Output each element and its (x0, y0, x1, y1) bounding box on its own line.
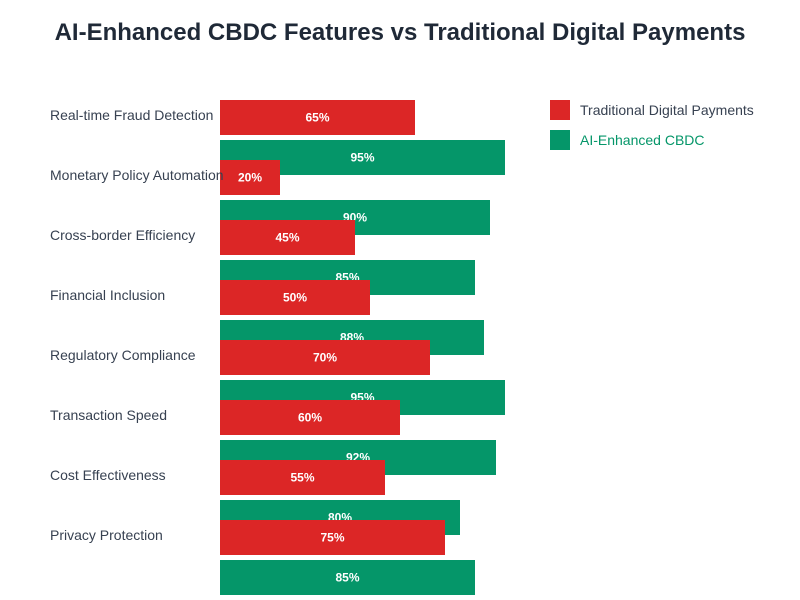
bar-label-traditional-5: 60% (298, 411, 322, 425)
category-label-4: Regulatory Compliance (50, 347, 196, 363)
bar-cbdc-7 (220, 560, 475, 595)
legend-label-0: Traditional Digital Payments (580, 102, 754, 118)
bar-traditional-3 (220, 280, 370, 315)
bars-layer: 65%95%20%90%45%85%50%88%70%95%60%92%55%8… (220, 100, 505, 595)
legend-swatch-1 (550, 130, 570, 150)
category-labels: Real-time Fraud Detection Monetary Policy… (50, 107, 224, 543)
category-label-2: Cross-border Efficiency (50, 227, 195, 243)
chart-title: AI-Enhanced CBDC Features vs Traditional… (55, 19, 746, 46)
bar-label-traditional-2: 45% (275, 231, 299, 245)
bar-label-traditional-7: 75% (320, 531, 344, 545)
bar-label-traditional-4: 70% (313, 351, 337, 365)
bar-traditional-7 (220, 520, 445, 555)
bar-label-traditional-6: 55% (290, 471, 314, 485)
bar-traditional-1 (220, 160, 280, 195)
bar-traditional-5 (220, 400, 400, 435)
legend-swatch-0 (550, 100, 570, 120)
bar-label-cbdc-7: 85% (335, 571, 359, 585)
category-label-5: Transaction Speed (50, 407, 167, 423)
bar-label-cbdc-0: 95% (350, 151, 374, 165)
bar-traditional-0 (220, 100, 415, 135)
bar-label-traditional-0: 65% (305, 111, 329, 125)
bar-label-traditional-3: 50% (283, 291, 307, 305)
bar-traditional-6 (220, 460, 385, 495)
bar-traditional-2 (220, 220, 355, 255)
category-label-7: Privacy Protection (50, 527, 163, 543)
category-label-0: Real-time Fraud Detection (50, 107, 213, 123)
category-label-6: Cost Effectiveness (50, 467, 166, 483)
legend-label-1: AI-Enhanced CBDC (580, 132, 705, 148)
category-label-1: Monetary Policy Automation (50, 167, 224, 183)
category-label-3: Financial Inclusion (50, 287, 165, 303)
legend: Traditional Digital Payments AI-Enhanced … (550, 100, 754, 150)
bar-traditional-4 (220, 340, 430, 375)
bar-label-traditional-1: 20% (238, 171, 262, 185)
